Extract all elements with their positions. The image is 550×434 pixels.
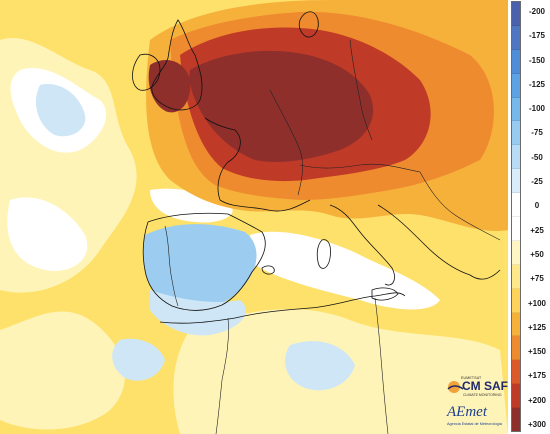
border-alps: [299, 163, 421, 173]
eumetsat-wordmark: EUMETSAT: [461, 376, 482, 380]
legend-label: -175: [528, 31, 545, 41]
aemet-subtitle: Agencia Estatal de Meteorología: [447, 422, 502, 426]
legend-swatch: [512, 193, 520, 218]
coast-balkans: [377, 204, 501, 280]
anomaly-map: [0, 0, 508, 434]
legend-swatch: [512, 336, 520, 361]
white-region-biscay: [150, 188, 233, 223]
border-spain-portugal: [164, 225, 179, 307]
legend-label: +100: [527, 298, 547, 308]
lightblue-region-algeria: [285, 341, 355, 391]
coast-western-europe: [204, 117, 311, 212]
legend-swatch: [512, 73, 520, 98]
logo-block: EUMETSAT CM SAF CLIMATE MONITORING AEmet…: [443, 374, 508, 432]
legend-swatch: [512, 288, 520, 313]
cmsaf-wordmark: CM SAF: [462, 379, 508, 393]
legend-label: +175: [527, 371, 547, 381]
legend-label: -75: [531, 128, 543, 138]
coast-iberia: [142, 212, 266, 311]
cmsaf-logo-icon: [447, 381, 464, 393]
legend-swatch: [512, 49, 520, 74]
legend-label: -125: [528, 79, 545, 89]
legend-swatch: [512, 408, 520, 431]
coast-great-britain: [151, 19, 203, 111]
legend-label: -200: [528, 7, 545, 16]
legend-swatch: [512, 121, 520, 146]
coast-north-africa: [159, 292, 406, 324]
cmsaf-subtitle: CLIMATE MONITORING: [463, 393, 502, 397]
border-algeria-tunisia: [374, 297, 389, 434]
border-france-germany: [269, 89, 303, 196]
coast-denmark: [298, 11, 319, 38]
legend-label: -100: [528, 104, 545, 114]
lightblue-region-iberia: [150, 290, 246, 336]
darkred-region-europe: [189, 50, 374, 162]
legend-swatch: [512, 169, 520, 194]
blue-region-atlantic: [35, 84, 86, 137]
legend-swatch: [512, 2, 520, 26]
coast-sardinia: [316, 239, 331, 269]
legend-swatch: [512, 240, 520, 265]
legend-label: -150: [528, 55, 545, 65]
coast-ireland: [132, 53, 161, 91]
legend-label: 0: [534, 201, 540, 211]
legend-label: -50: [531, 152, 543, 162]
coast-sicily: [371, 287, 399, 301]
map-canvas: [0, 0, 508, 434]
legend-swatch: [512, 97, 520, 122]
legend-label: -25: [531, 177, 543, 187]
lightblue-region-morocco: [112, 338, 165, 381]
legend-swatch: [512, 312, 520, 337]
legend-swatch: [512, 264, 520, 289]
white-region-atlantic-south: [7, 197, 88, 271]
legend-label: +125: [527, 322, 547, 332]
border-morocco-algeria: [215, 317, 229, 434]
legend-swatch: [512, 360, 520, 385]
legend-label: +50: [530, 249, 544, 259]
legend-swatch: [512, 145, 520, 170]
country-borders: [164, 39, 501, 434]
coast-italy: [329, 204, 395, 286]
legend-label: +75: [530, 274, 544, 284]
legend-swatch: [512, 384, 520, 409]
legend-label: +200: [527, 395, 547, 405]
pale-region-west: [0, 311, 125, 430]
color-scale-bar: [511, 1, 521, 432]
white-region-mediterranean: [250, 231, 440, 310]
border-balkans: [419, 171, 501, 241]
legend-label: +25: [530, 225, 544, 235]
legend-swatch: [512, 25, 520, 50]
coastlines: [132, 11, 501, 324]
border-germany-poland: [349, 39, 373, 141]
color-scale-legend: -200 -175 -150 -125 -100 -75 -50 -25 0 +25 +50 +75 +…: [508, 0, 550, 434]
legend-label: +300: [527, 420, 547, 429]
coast-balearics: [261, 265, 275, 275]
aemet-wordmark: AEmet: [447, 404, 487, 420]
legend-swatch: [512, 217, 520, 241]
legend-label: +150: [527, 347, 547, 357]
blue-region-iberia: [143, 224, 257, 310]
